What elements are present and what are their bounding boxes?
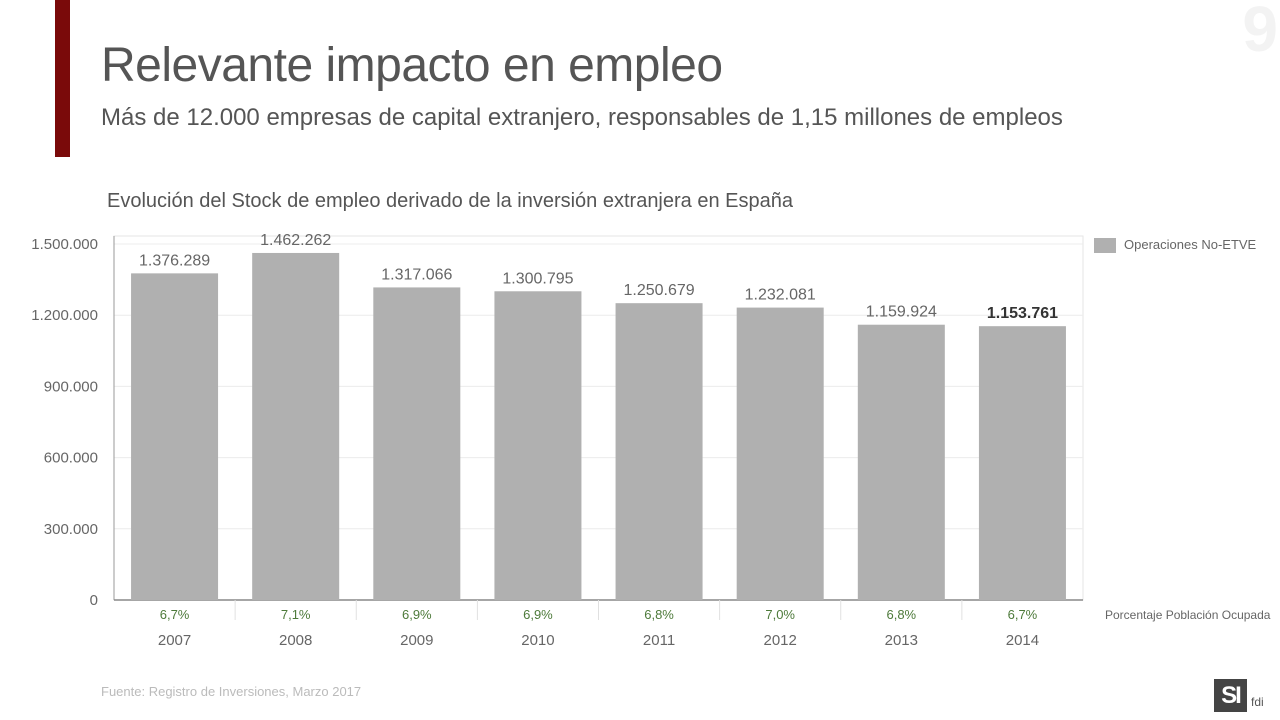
- data-label-2009: 1.317.066: [381, 266, 452, 283]
- percentage-label-2012: 7,0%: [765, 607, 795, 622]
- data-label-2013: 1.159.924: [866, 304, 937, 321]
- percentage-label-2007: 6,7%: [160, 607, 190, 622]
- data-label-2007: 1.376.289: [139, 252, 210, 269]
- x-tick-label-2012: 2012: [764, 632, 797, 649]
- bar-2010: [494, 291, 582, 600]
- bar-2012: [736, 307, 824, 600]
- y-tick-label: 0: [90, 592, 98, 609]
- percentage-label-2008: 7,1%: [281, 607, 311, 622]
- x-tick-label-2009: 2009: [400, 632, 433, 649]
- logo-icon: SI: [1214, 679, 1247, 712]
- y-tick-label: 1.200.000: [31, 307, 98, 324]
- chart-title: Evolución del Stock de empleo derivado d…: [107, 190, 793, 212]
- bar-2014: [978, 326, 1066, 600]
- percentage-label-2013: 6,8%: [886, 607, 916, 622]
- bar-2007: [131, 273, 219, 600]
- data-label-2010: 1.300.795: [502, 270, 573, 287]
- y-tick-label: 300.000: [44, 521, 98, 538]
- y-tick-label: 600.000: [44, 450, 98, 467]
- percentage-label-2014: 6,7%: [1008, 607, 1038, 622]
- y-tick-label: 900.000: [44, 378, 98, 395]
- data-label-2008: 1.462.262: [260, 232, 331, 249]
- bar-2009: [373, 287, 461, 600]
- x-tick-label-2013: 2013: [885, 632, 918, 649]
- percentages-label: Porcentaje Población Ocupada: [1105, 608, 1271, 622]
- source-note: Fuente: Registro de Inversiones, Marzo 2…: [101, 684, 362, 699]
- legend-label: Operaciones No-ETVE: [1124, 237, 1257, 252]
- x-tick-label-2008: 2008: [279, 632, 312, 649]
- x-tick-label-2014: 2014: [1006, 632, 1039, 649]
- percentage-label-2010: 6,9%: [523, 607, 553, 622]
- y-tick-label: 1.500.000: [31, 236, 98, 253]
- legend-swatch: [1094, 238, 1116, 253]
- x-tick-label-2007: 2007: [158, 632, 191, 649]
- page-title: Relevante impacto en empleo: [101, 39, 723, 92]
- page-subtitle: Más de 12.000 empresas de capital extran…: [101, 104, 1063, 131]
- logo-text: fdi: [1251, 695, 1264, 709]
- percentage-label-2009: 6,9%: [402, 607, 432, 622]
- accent-bar: [55, 0, 70, 157]
- data-label-2011: 1.250.679: [623, 282, 694, 299]
- bar-2011: [615, 303, 703, 600]
- bar-2008: [252, 252, 340, 600]
- data-label-2012: 1.232.081: [745, 287, 816, 304]
- data-label-2014: 1.153.761: [987, 305, 1058, 322]
- page-number: 9: [1242, 0, 1278, 65]
- x-tick-label-2010: 2010: [521, 632, 554, 649]
- percentage-label-2011: 6,8%: [644, 607, 674, 622]
- bar-2013: [857, 324, 945, 600]
- x-tick-label-2011: 2011: [643, 632, 675, 649]
